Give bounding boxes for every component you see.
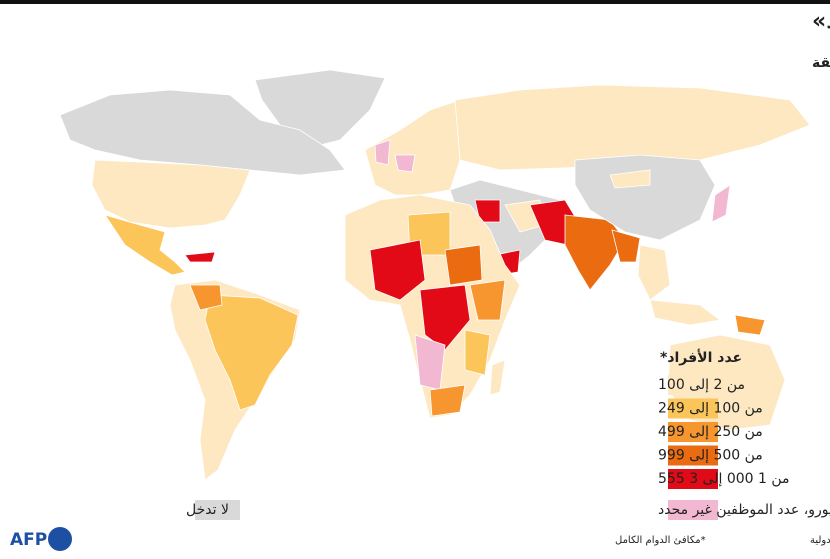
- top-rule: [0, 0, 830, 4]
- legend-title: عدد الأفراد*: [660, 349, 742, 366]
- title: نطاق عمليات «أطباء بلا حدود»: [812, 5, 830, 34]
- legend-label: ميزانية الدولة < 500 000 يورو، عدد الموظ…: [658, 502, 830, 518]
- legend-label: من 250 إلى 499: [658, 424, 763, 440]
- afp-logo: AFP: [10, 527, 72, 551]
- legend-swatch: [195, 500, 240, 520]
- legend-label: من 500 إلى 999: [658, 448, 763, 464]
- legend-swatch: [668, 422, 718, 442]
- logo-circle: [48, 527, 72, 551]
- legend-swatch: [668, 445, 718, 466]
- legend-label: من 2 إلى 100: [658, 377, 745, 393]
- source: المصدر: منظمة أطباء بلا حدود الدولية: [810, 533, 830, 546]
- logo-text: AFP: [10, 530, 47, 550]
- legend-label: لا تدخل: [186, 502, 229, 518]
- legend-swatch: [668, 500, 718, 520]
- note: *مكافئ الدوام الكامل: [615, 535, 706, 546]
- legend: عدد الأفراد* من 2 إلى 100 من 100 إلى 249 م…: [186, 349, 830, 520]
- subtitle: توزع طاقم المنظمة في عام 2020 حسب البلد …: [812, 55, 830, 71]
- legend-label: من 1 000 إلى 3 555: [658, 471, 790, 487]
- legend-swatch: [668, 469, 718, 489]
- legend-label: من 100 إلى 249: [658, 401, 763, 417]
- world-map: [59, 69, 811, 481]
- legend-swatch: [668, 398, 718, 419]
- legend-swatch: [668, 375, 718, 395]
